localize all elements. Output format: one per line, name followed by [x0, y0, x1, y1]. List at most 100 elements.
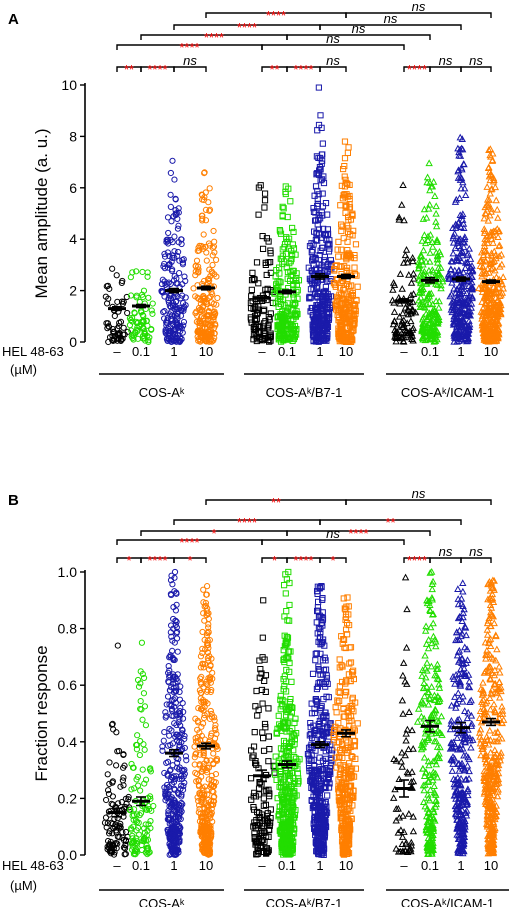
- data-point: [281, 842, 289, 849]
- data-point: [335, 253, 342, 260]
- data-point: [415, 258, 423, 266]
- data-point: [207, 662, 214, 670]
- data-point: [248, 277, 256, 284]
- data-column: [247, 182, 277, 345]
- data-point: [494, 233, 502, 241]
- data-point: [425, 200, 434, 208]
- data-point: [261, 332, 269, 340]
- data-point: [420, 679, 428, 687]
- data-point: [450, 284, 458, 292]
- y-tick-label: 0.2: [58, 790, 78, 806]
- data-point: [426, 249, 434, 256]
- data-point: [290, 326, 297, 333]
- data-point: [486, 145, 495, 152]
- data-point: [128, 314, 136, 322]
- data-point: [340, 825, 347, 832]
- data-point: [455, 267, 463, 274]
- data-point: [320, 766, 327, 773]
- data-point: [487, 207, 495, 215]
- data-point: [314, 789, 321, 796]
- data-point: [455, 282, 464, 290]
- data-point: [200, 231, 207, 238]
- data-point: [337, 329, 344, 336]
- data-point: [348, 669, 356, 676]
- data-point: [124, 309, 131, 317]
- data-point: [170, 778, 178, 786]
- dose-label: 0.1: [132, 344, 150, 359]
- data-point: [260, 795, 267, 802]
- data-point: [203, 688, 211, 695]
- data-point: [203, 300, 210, 307]
- significance-label: ****: [266, 8, 286, 23]
- data-point: [176, 712, 184, 719]
- data-point: [178, 791, 185, 798]
- data-point: [280, 824, 287, 831]
- data-point: [103, 824, 110, 831]
- data-point: [205, 657, 212, 664]
- data-point: [262, 259, 269, 266]
- data-point: [293, 308, 300, 315]
- data-point: [294, 310, 301, 318]
- data-point: [127, 292, 135, 299]
- data-point: [319, 140, 326, 147]
- data-point: [127, 806, 134, 814]
- data-point: [258, 337, 266, 344]
- data-point: [338, 662, 345, 669]
- data-point: [418, 322, 427, 330]
- data-point: [199, 243, 206, 250]
- data-point: [314, 127, 321, 134]
- data-point: [415, 276, 423, 283]
- data-point: [282, 320, 289, 328]
- data-point: [347, 712, 355, 720]
- data-point: [342, 831, 349, 839]
- data-point: [304, 750, 312, 758]
- data-point: [419, 303, 428, 310]
- data-point: [259, 232, 266, 240]
- data-point: [323, 316, 330, 323]
- y-axis-label: Mean amplitude (a. u.): [32, 128, 51, 298]
- data-point: [340, 762, 347, 769]
- data-point: [427, 683, 436, 690]
- significance-label: ****: [204, 30, 224, 45]
- data-point: [452, 334, 460, 342]
- data-point: [418, 737, 427, 745]
- data-point: [445, 270, 453, 277]
- data-point: [480, 284, 488, 292]
- data-point: [139, 268, 146, 276]
- data-point: [456, 152, 465, 159]
- data-point: [286, 783, 293, 791]
- data-point: [464, 300, 472, 308]
- data-point: [179, 726, 186, 733]
- data-column: [247, 597, 278, 858]
- data-point: [205, 621, 212, 628]
- data-point: [419, 684, 428, 691]
- data-point: [457, 223, 465, 231]
- data-point: [449, 249, 457, 257]
- data-point: [286, 844, 293, 851]
- data-point: [205, 321, 212, 328]
- data-point: [286, 728, 293, 735]
- data-point: [318, 176, 326, 183]
- data-point: [140, 690, 148, 697]
- data-point: [292, 807, 299, 814]
- data-point: [398, 285, 406, 292]
- data-point: [315, 813, 322, 820]
- data-point: [162, 792, 169, 799]
- data-point: [480, 336, 488, 343]
- data-column: [414, 159, 447, 345]
- data-point: [421, 802, 429, 810]
- data-point: [145, 294, 152, 301]
- data-point: [425, 299, 434, 307]
- data-point: [167, 801, 174, 809]
- data-point: [483, 232, 491, 240]
- data-point: [180, 767, 187, 775]
- data-point: [115, 747, 123, 755]
- bracket-line: [345, 12, 492, 18]
- data-point: [480, 229, 489, 236]
- data-point: [285, 568, 292, 576]
- dose-label: –: [258, 344, 266, 359]
- data-point: [260, 307, 267, 315]
- data-point: [133, 847, 140, 854]
- data-point: [166, 835, 174, 842]
- significance-label: ****: [407, 62, 427, 77]
